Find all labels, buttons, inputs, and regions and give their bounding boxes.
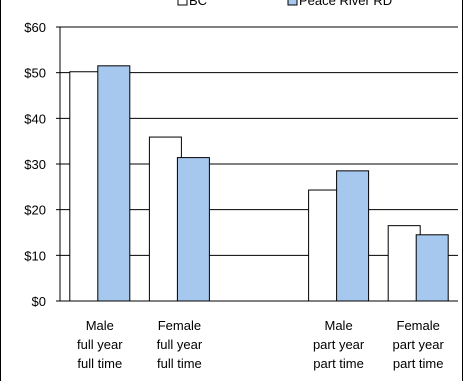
y-tick-label: $40 [24,111,46,126]
y-tick-label: $10 [24,248,46,263]
x-tick-label: full year [157,337,203,352]
bar-bc [148,136,182,302]
frame-left-border [0,0,1,381]
x-tick-label: Female [397,318,440,333]
y-tick-labels: $0 $10 $20 $30 $40 $50 $60 [24,20,46,309]
legend-swatch [287,0,298,6]
legend-label: BC [189,0,207,8]
legend: BC Peace River RD [177,0,392,8]
y-tick-label: $60 [24,20,46,35]
bar-peace-river-rd [97,65,131,302]
y-tick-label: $0 [32,294,46,309]
bar-peace-river-rd [176,157,210,302]
x-tick-label: part time [313,356,364,371]
x-tick-label: Female [158,318,201,333]
legend-swatch [177,0,188,6]
bars [69,65,449,302]
bar-bc [387,225,421,302]
gridlines [60,26,458,256]
y-tick-label: $30 [24,157,46,172]
bar-bc [308,189,342,302]
x-tick-label: part time [393,356,444,371]
x-tick-label: full year [77,337,123,352]
frame-right-border [462,0,463,381]
y-tick-label: $20 [24,203,46,218]
x-tick-label: full time [157,356,202,371]
axes [56,26,458,302]
x-tick-label: Male [86,318,114,333]
bar-bc [69,71,103,302]
x-tick-label: full time [77,356,122,371]
y-tick-label: $50 [24,66,46,81]
bar-peace-river-rd [415,234,449,302]
x-tick-label: part year [393,337,445,352]
x-tick-labels: Male full year full time Female full year ful… [77,318,444,371]
legend-label: Peace River RD [299,0,392,8]
bar-peace-river-rd [336,170,370,302]
x-tick-label: part year [313,337,365,352]
x-tick-label: Male [325,318,353,333]
